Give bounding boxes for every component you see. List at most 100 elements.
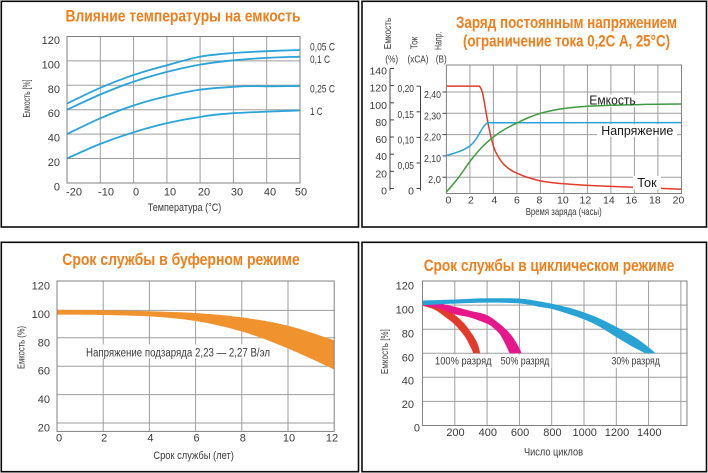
- svg-text:Влияние температуры на емкость: Влияние температуры на емкость: [66, 8, 301, 26]
- svg-text:20: 20: [673, 195, 685, 207]
- svg-text:Срок службы в циклическом режи: Срок службы в циклическом режиме: [424, 256, 675, 275]
- svg-text:0: 0: [133, 187, 139, 199]
- svg-text:8: 8: [240, 433, 246, 445]
- svg-text:60: 60: [402, 352, 414, 364]
- svg-text:0: 0: [408, 186, 414, 198]
- svg-text:Заряд постоянным напряжением: Заряд постоянным напряжением: [456, 14, 677, 32]
- svg-text:8: 8: [536, 195, 542, 207]
- svg-text:2,20: 2,20: [424, 132, 441, 144]
- svg-text:600: 600: [511, 427, 529, 439]
- svg-text:10: 10: [164, 187, 176, 199]
- svg-text:80: 80: [402, 328, 414, 340]
- svg-text:40: 40: [48, 133, 60, 145]
- svg-text:60: 60: [48, 108, 60, 120]
- svg-text:18: 18: [649, 195, 661, 207]
- svg-text:1200: 1200: [605, 427, 629, 439]
- svg-text:Ток: Ток: [637, 175, 657, 190]
- svg-text:50% разряд: 50% разряд: [501, 356, 550, 368]
- svg-text:120: 120: [396, 281, 414, 293]
- svg-text:20: 20: [198, 187, 210, 199]
- svg-text:4: 4: [147, 433, 153, 445]
- svg-text:Емкость [%]: Емкость [%]: [22, 79, 33, 117]
- svg-text:80: 80: [38, 337, 50, 349]
- svg-text:Срок службы в буферном режиме: Срок службы в буферном режиме: [62, 250, 300, 269]
- svg-text:12: 12: [580, 195, 592, 207]
- svg-text:Напряжение подзаряда 2,23 — 2,: Напряжение подзаряда 2,23 — 2,27 В/эл: [86, 347, 270, 359]
- svg-text:100% разряд: 100% разряд: [435, 356, 492, 368]
- svg-text:50: 50: [295, 187, 307, 199]
- svg-text:20: 20: [38, 423, 50, 435]
- svg-text:0: 0: [381, 186, 387, 198]
- svg-text:40: 40: [264, 187, 276, 199]
- svg-text:140: 140: [369, 66, 387, 78]
- svg-text:0: 0: [54, 181, 60, 193]
- svg-text:2: 2: [101, 433, 107, 445]
- svg-text:20: 20: [375, 168, 387, 180]
- svg-text:4: 4: [491, 195, 497, 207]
- svg-text:0,20: 0,20: [398, 83, 415, 95]
- svg-text:40: 40: [402, 376, 414, 388]
- svg-text:80: 80: [48, 84, 60, 96]
- svg-text:(хСА): (хСА): [408, 54, 429, 66]
- svg-text:120: 120: [369, 83, 387, 95]
- svg-text:10: 10: [283, 433, 295, 445]
- svg-text:14: 14: [603, 195, 615, 207]
- svg-text:1000: 1000: [572, 427, 596, 439]
- svg-text:(В): (В): [436, 54, 447, 66]
- svg-text:60: 60: [38, 366, 50, 378]
- svg-text:Температура (°C): Температура (°C): [148, 202, 222, 214]
- svg-text:Время заряда (часы): Время заряда (часы): [526, 206, 602, 218]
- svg-text:Число циклов: Число циклов: [524, 447, 583, 459]
- svg-text:0,05: 0,05: [398, 160, 415, 172]
- svg-text:120: 120: [42, 35, 60, 47]
- svg-text:40: 40: [375, 151, 387, 163]
- svg-text:1400: 1400: [637, 427, 661, 439]
- svg-text:(ограничение тока 0,2С А, 25°С: (ограничение тока 0,2С А, 25°С): [463, 33, 670, 51]
- svg-text:16: 16: [626, 195, 638, 207]
- svg-text:12: 12: [326, 433, 338, 445]
- svg-text:2,30: 2,30: [424, 110, 441, 122]
- svg-text:Напряжение: Напряжение: [601, 123, 673, 138]
- svg-text:2,0: 2,0: [428, 174, 441, 186]
- svg-text:30% разряд: 30% разряд: [612, 356, 661, 368]
- svg-text:Срок службы (лет): Срок службы (лет): [153, 450, 234, 462]
- svg-text:0: 0: [414, 423, 420, 435]
- svg-text:100: 100: [32, 309, 50, 321]
- svg-text:0,15: 0,15: [398, 109, 415, 121]
- svg-text:2,40: 2,40: [424, 89, 441, 101]
- svg-text:0,1 C: 0,1 C: [310, 54, 330, 66]
- svg-text:30: 30: [231, 187, 243, 199]
- svg-text:40: 40: [38, 394, 50, 406]
- svg-text:-20: -20: [66, 187, 82, 199]
- svg-text:-10: -10: [98, 187, 114, 199]
- svg-text:100: 100: [369, 100, 387, 112]
- svg-text:2: 2: [468, 195, 474, 207]
- svg-text:200: 200: [446, 427, 464, 439]
- svg-text:(%): (%): [385, 54, 398, 66]
- svg-text:0,10: 0,10: [398, 134, 415, 146]
- svg-text:Напр.: Напр.: [433, 32, 445, 50]
- svg-text:Емкость (%): Емкость (%): [17, 326, 28, 369]
- svg-text:0,05 C: 0,05 C: [310, 42, 335, 54]
- svg-text:Ток: Ток: [408, 36, 420, 49]
- svg-text:400: 400: [479, 427, 497, 439]
- svg-text:20: 20: [48, 157, 60, 169]
- svg-text:Емкость: Емкость: [382, 17, 394, 49]
- svg-text:10: 10: [557, 195, 569, 207]
- svg-text:100: 100: [396, 304, 414, 316]
- svg-text:Емкость [%]: Емкость [%]: [380, 329, 391, 374]
- svg-text:6: 6: [514, 195, 520, 207]
- svg-text:Емкость: Емкость: [589, 93, 636, 108]
- svg-text:6: 6: [194, 433, 200, 445]
- svg-text:120: 120: [32, 281, 50, 293]
- svg-text:20: 20: [402, 399, 414, 411]
- svg-text:60: 60: [375, 134, 387, 146]
- svg-text:1 C: 1 C: [310, 106, 323, 118]
- svg-text:0,25 C: 0,25 C: [310, 83, 335, 95]
- svg-text:100: 100: [42, 59, 60, 71]
- svg-text:0: 0: [445, 195, 451, 207]
- svg-text:80: 80: [375, 117, 387, 129]
- svg-text:800: 800: [543, 427, 561, 439]
- svg-text:2,10: 2,10: [424, 153, 441, 165]
- svg-text:0: 0: [56, 433, 62, 445]
